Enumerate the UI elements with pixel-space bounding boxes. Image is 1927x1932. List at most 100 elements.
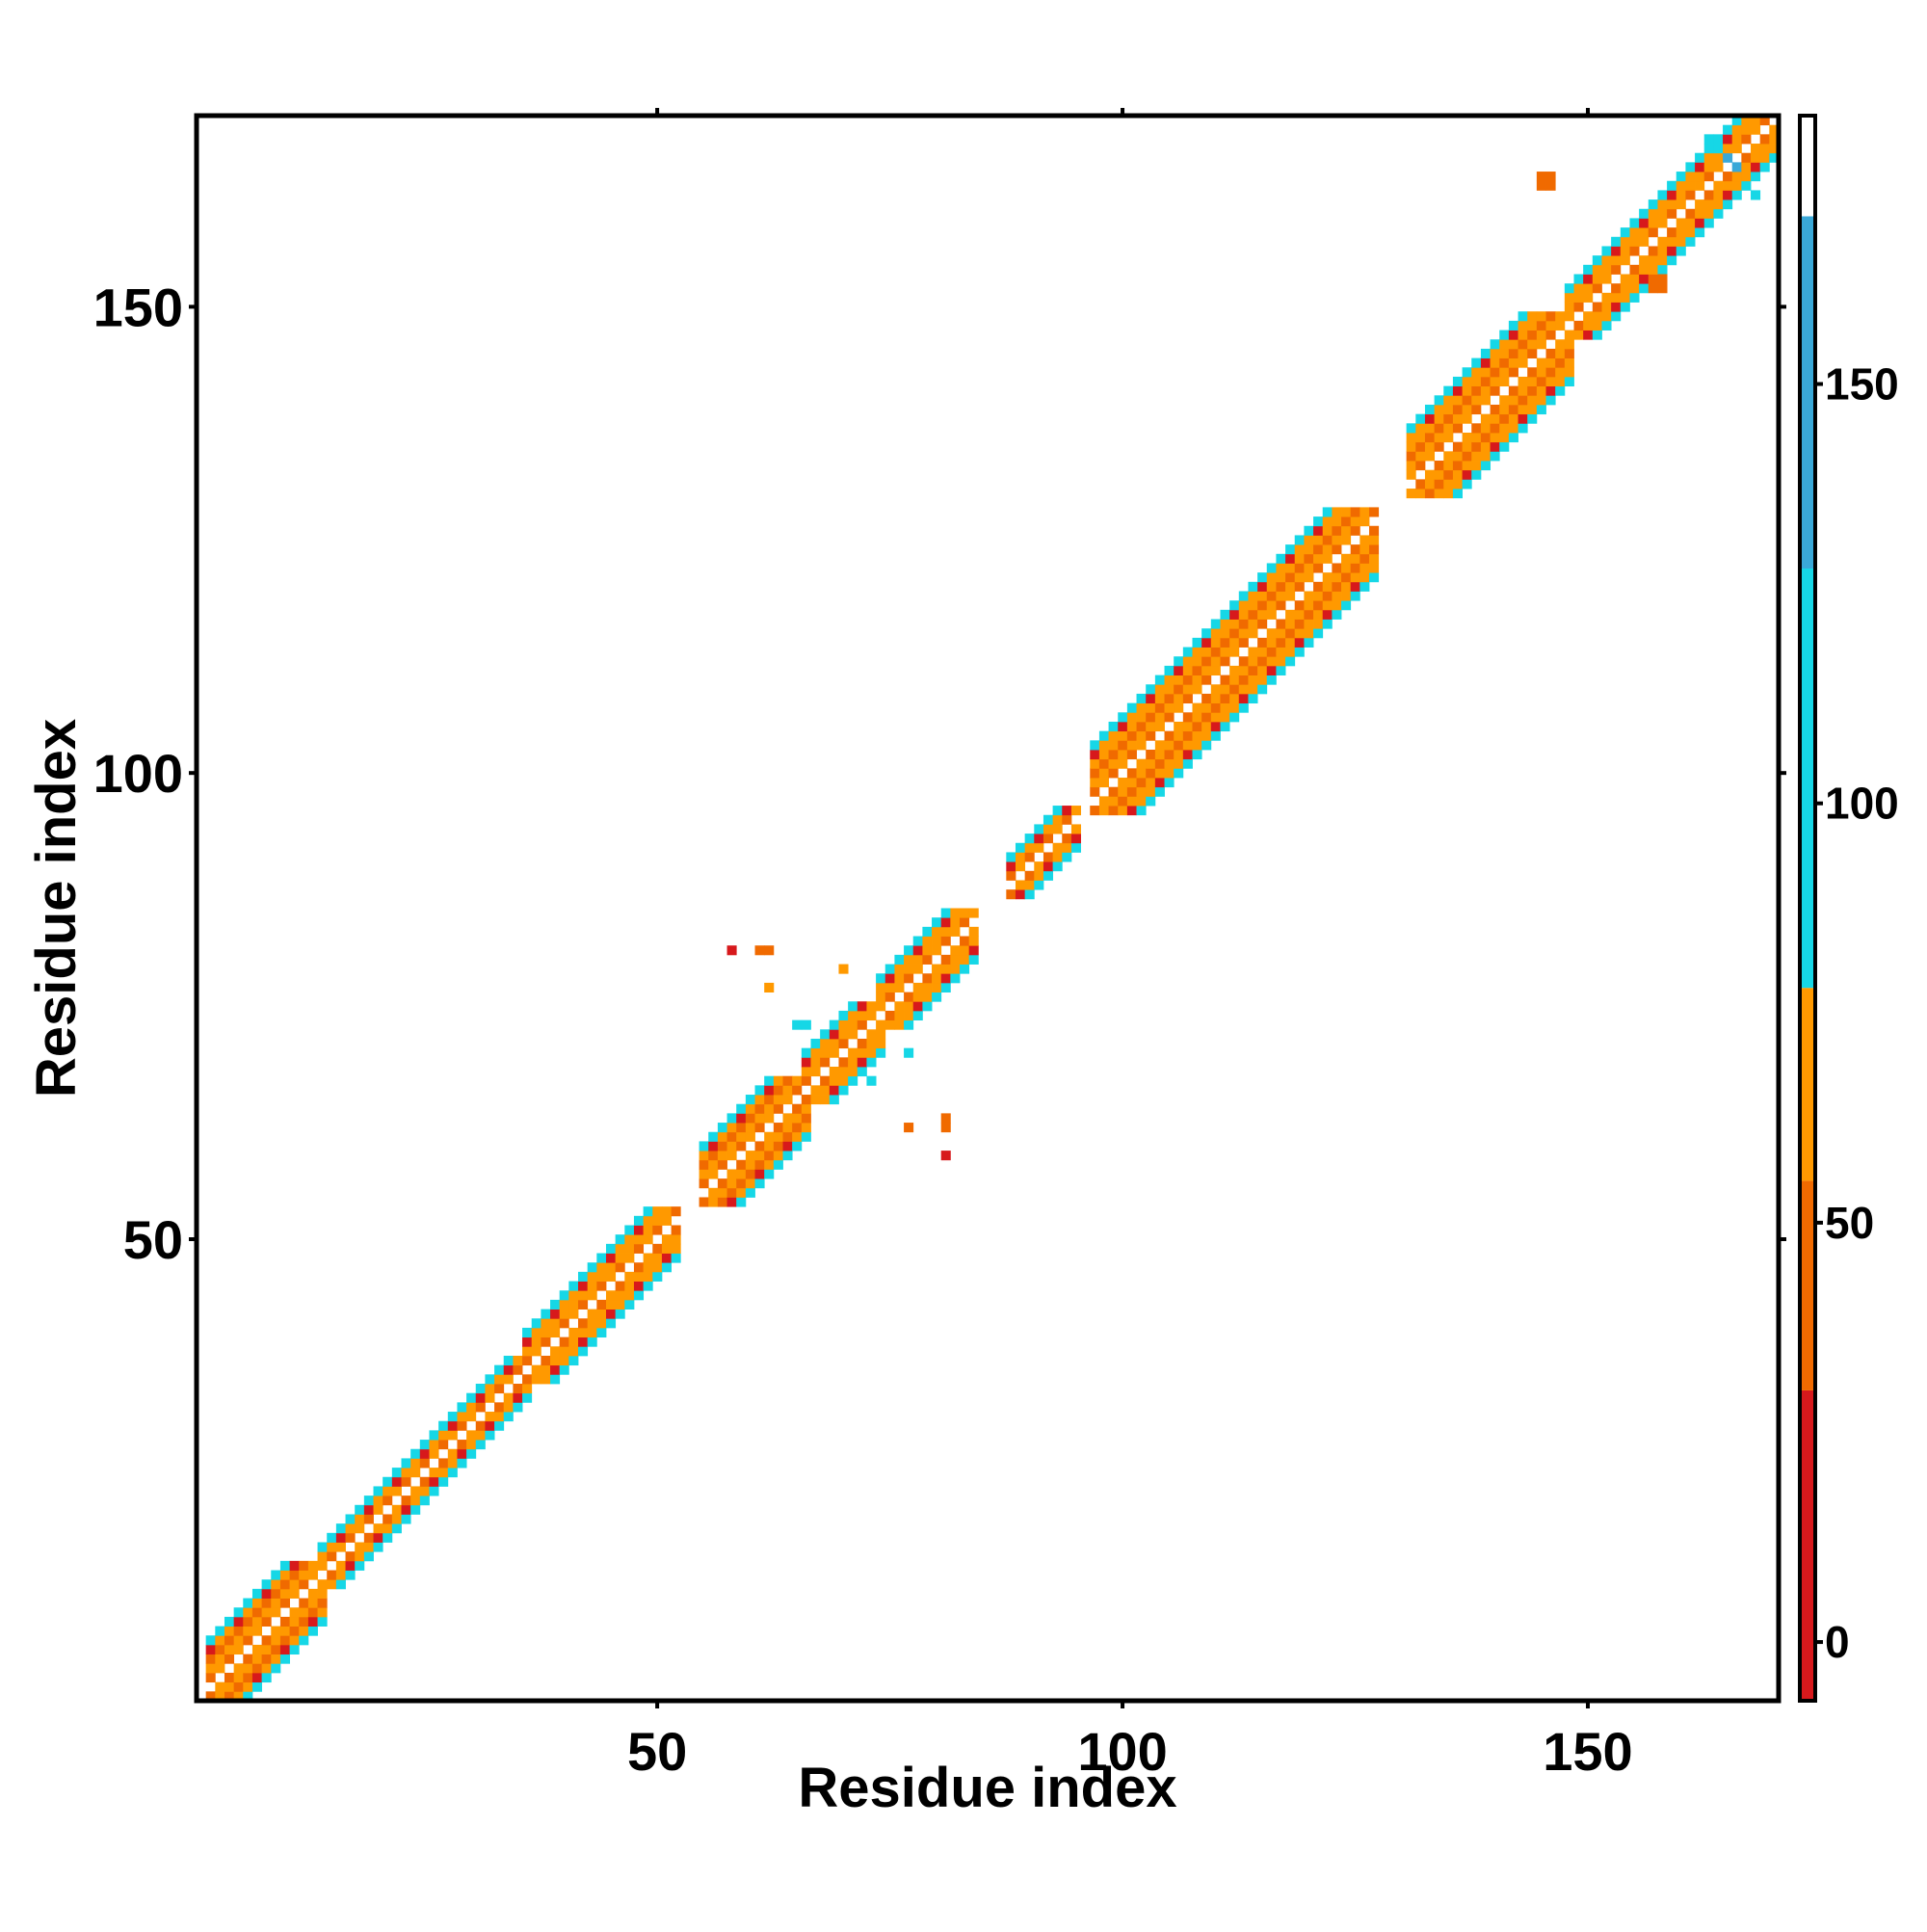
- heatmap-cell: [1713, 208, 1724, 219]
- heatmap-cell: [299, 1598, 309, 1608]
- heatmap-cell: [736, 1131, 747, 1142]
- heatmap-cell: [1639, 283, 1650, 294]
- heatmap-cell: [773, 1159, 783, 1170]
- heatmap-cell: [950, 945, 961, 956]
- heatmap-cell: [1527, 339, 1538, 350]
- heatmap-cell: [1285, 637, 1296, 648]
- heatmap-cell: [391, 1523, 402, 1534]
- heatmap-cell: [1667, 255, 1677, 266]
- heatmap-cell: [1154, 675, 1165, 685]
- heatmap-cell: [801, 1075, 811, 1086]
- heatmap-cell: [1434, 469, 1444, 480]
- heatmap-cell: [792, 1113, 803, 1124]
- heatmap-cell: [1527, 404, 1538, 415]
- colorbar: 0 50 100 150: [1798, 114, 1899, 1703]
- heatmap-cell: [1238, 665, 1249, 675]
- heatmap-cell: [1508, 395, 1518, 406]
- heatmap-cell: [1564, 348, 1574, 358]
- heatmap-cell: [1024, 842, 1035, 853]
- heatmap-cell: [726, 1197, 737, 1207]
- heatmap-cell: [1304, 544, 1314, 555]
- heatmap-cell: [922, 1001, 933, 1012]
- heatmap-cell: [279, 1654, 290, 1664]
- heatmap-cell: [1564, 330, 1574, 340]
- heatmap-cell: [736, 1113, 747, 1124]
- heatmap-cell: [1629, 292, 1640, 303]
- heatmap-cell: [940, 936, 951, 946]
- heatmap-cell: [1201, 721, 1212, 732]
- heatmap-cell: [717, 1123, 727, 1133]
- heatmap-cell: [1238, 656, 1249, 667]
- heatmap-cell: [587, 1309, 597, 1319]
- heatmap-cell: [1266, 628, 1277, 639]
- heatmap-cell: [1434, 395, 1444, 406]
- heatmap-cell: [383, 1486, 393, 1496]
- heatmap-cell: [1332, 535, 1342, 545]
- heatmap-cell: [335, 1532, 346, 1543]
- heatmap-cell: [327, 1542, 337, 1552]
- heatmap-cell: [1220, 637, 1230, 648]
- heatmap-cell: [1304, 553, 1314, 564]
- heatmap-cell: [884, 973, 895, 984]
- heatmap-cell: [1266, 563, 1277, 573]
- heatmap-cell: [810, 1067, 821, 1077]
- heatmap-cell: [1248, 665, 1258, 675]
- heatmap-cell: [419, 1458, 430, 1469]
- heatmap-cell: [1257, 591, 1268, 601]
- heatmap-cell: [1611, 292, 1622, 303]
- heatmap-cell: [317, 1542, 328, 1552]
- heatmap-cell: [224, 1672, 235, 1683]
- heatmap-cell: [1034, 834, 1044, 844]
- heatmap-cell: [1276, 600, 1286, 611]
- heatmap-cell: [960, 964, 970, 974]
- heatmap-cell: [1164, 702, 1175, 713]
- heatmap-cell: [447, 1412, 458, 1422]
- heatmap-cell: [1751, 172, 1761, 182]
- heatmap-cell: [1248, 693, 1258, 704]
- heatmap-cell: [513, 1364, 523, 1375]
- heatmap-cell: [950, 917, 961, 928]
- heatmap-cell: [243, 1607, 253, 1618]
- heatmap-cell: [1648, 218, 1658, 228]
- heatmap-cell: [1098, 768, 1109, 779]
- heatmap-cell: [1555, 376, 1566, 387]
- heatmap-cell: [317, 1588, 328, 1599]
- heatmap-cell: [1174, 721, 1184, 732]
- heatmap-cell: [1518, 311, 1528, 322]
- heatmap-cell: [1545, 357, 1556, 368]
- heatmap-cell: [568, 1309, 579, 1319]
- heatmap-cell: [1332, 591, 1342, 601]
- heatmap-cell: [485, 1430, 495, 1441]
- heatmap-cell: [1276, 572, 1286, 583]
- heatmap-cell: [1685, 227, 1696, 238]
- heatmap-cell: [363, 1514, 374, 1524]
- heatmap-cell: [940, 1123, 951, 1133]
- heatmap-cell: [1452, 469, 1463, 480]
- heatmap-cell: [1471, 469, 1482, 480]
- heatmap-cell: [559, 1299, 569, 1310]
- heatmap-cell: [829, 1075, 839, 1086]
- heatmap-cell: [1118, 796, 1128, 807]
- heatmap-cell: [1751, 144, 1761, 154]
- heatmap-cell: [1341, 525, 1352, 536]
- heatmap-cell: [1452, 479, 1463, 490]
- heatmap-cell: [1126, 740, 1137, 751]
- heatmap-cell: [233, 1616, 244, 1627]
- heatmap-cell: [708, 1151, 719, 1161]
- heatmap-cell: [1062, 842, 1072, 853]
- heatmap-cell: [940, 1113, 951, 1124]
- heatmap-cell: [1620, 283, 1630, 294]
- heatmap-cell: [1164, 684, 1175, 695]
- heatmap-cell: [782, 1131, 793, 1142]
- heatmap-cell: [1192, 675, 1202, 685]
- heatmap-cell: [792, 1019, 803, 1030]
- heatmap-cell: [1043, 852, 1054, 862]
- heatmap-cell: [1070, 806, 1081, 816]
- heatmap-cell: [261, 1654, 272, 1664]
- heatmap-cell: [754, 1103, 765, 1114]
- heatmap-cell: [233, 1626, 244, 1636]
- heatmap-cell: [876, 1001, 886, 1012]
- heatmap-cell: [1118, 806, 1128, 816]
- heatmap-cell: [1164, 758, 1175, 769]
- heatmap-cell: [596, 1299, 607, 1310]
